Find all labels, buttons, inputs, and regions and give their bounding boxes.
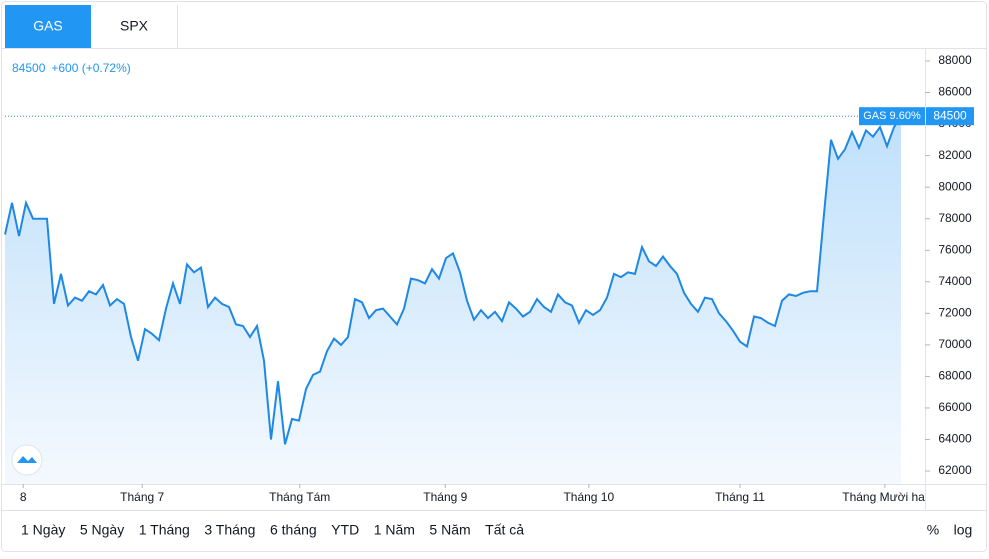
y-tick-label: 76000 bbox=[938, 242, 972, 256]
range-button[interactable]: 1 Ngày bbox=[21, 522, 65, 538]
range-button[interactable]: 5 Ngày bbox=[80, 522, 124, 538]
range-button[interactable]: Tất cả bbox=[485, 522, 524, 538]
logo[interactable] bbox=[11, 444, 43, 476]
x-tick-label: Tháng 11 bbox=[715, 490, 765, 504]
header-price: 84500 bbox=[12, 61, 46, 75]
y-tick-label: 88000 bbox=[938, 53, 972, 67]
y-tick-label: 64000 bbox=[938, 432, 972, 446]
header-change: +600 (+0.72%) bbox=[51, 61, 130, 75]
tab[interactable] bbox=[91, 5, 177, 48]
axis-price: 84500 bbox=[933, 108, 967, 122]
y-tick-label: 62000 bbox=[938, 463, 972, 477]
range-button[interactable]: 6 tháng bbox=[270, 522, 317, 538]
x-tick-label: Tháng 9 bbox=[423, 490, 467, 504]
range-button[interactable]: 3 Tháng bbox=[204, 522, 255, 538]
range-button[interactable]: 1 Tháng bbox=[139, 522, 190, 538]
price-label-bg bbox=[859, 107, 925, 126]
range-button[interactable]: YTD bbox=[331, 522, 359, 538]
x-tick-label: 8 bbox=[20, 490, 27, 504]
range-button[interactable]: 1 Năm bbox=[374, 522, 415, 538]
y-tick-label: 68000 bbox=[938, 369, 972, 383]
scale-button[interactable]: % bbox=[927, 522, 939, 538]
price-line bbox=[4, 115, 902, 445]
tab-label[interactable]: SPX bbox=[120, 18, 149, 34]
scale-button[interactable]: log bbox=[954, 522, 973, 538]
y-tick-label: 86000 bbox=[938, 85, 972, 99]
x-tick-label: Tháng 10 bbox=[563, 490, 614, 504]
y-tick-label: 72000 bbox=[938, 306, 972, 320]
x-tick-label: Tháng Tám bbox=[269, 490, 330, 504]
range-button[interactable]: 5 Năm bbox=[429, 522, 470, 538]
price-label: GAS 9.60% bbox=[863, 110, 921, 122]
y-tick-label: 70000 bbox=[938, 337, 972, 351]
tab-label[interactable]: GAS bbox=[33, 18, 63, 34]
y-tick-label: 78000 bbox=[938, 211, 972, 225]
area bbox=[5, 116, 901, 484]
axis-price-bg bbox=[926, 107, 974, 126]
y-tick-label: 80000 bbox=[938, 179, 972, 193]
tab[interactable] bbox=[5, 5, 91, 48]
y-tick-label: 82000 bbox=[938, 148, 972, 162]
y-tick-label: 66000 bbox=[938, 400, 972, 414]
x-tick-label: Tháng Mười hai bbox=[842, 490, 927, 504]
y-tick-label: 74000 bbox=[938, 274, 972, 288]
x-tick-label: Tháng 7 bbox=[120, 490, 164, 504]
